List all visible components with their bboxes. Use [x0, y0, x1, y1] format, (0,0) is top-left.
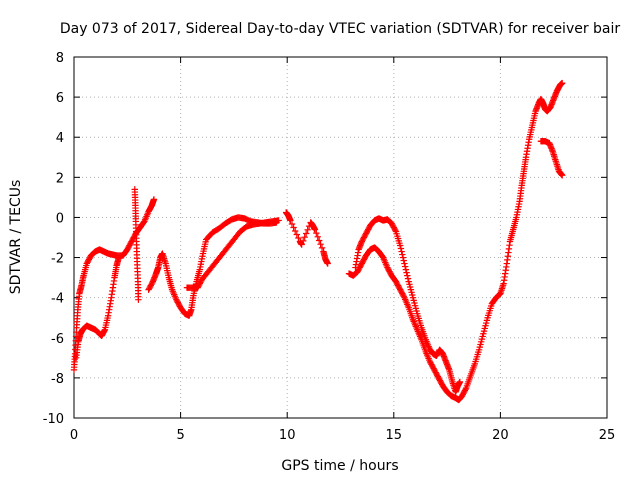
data-point: [400, 293, 407, 300]
x-tick-label: 25: [599, 428, 616, 443]
data-point: [293, 231, 300, 238]
data-point: [317, 240, 324, 248]
y-tick-label: 4: [56, 131, 64, 146]
data-point: [404, 275, 412, 282]
data-point: [301, 233, 308, 241]
y-tick-label: -6: [51, 332, 64, 347]
data-point: [314, 233, 321, 241]
data-point: [401, 260, 408, 267]
data-point: [135, 296, 142, 303]
x-tick-label: 5: [176, 428, 184, 443]
data-point: [559, 172, 566, 179]
data-point: [400, 257, 407, 264]
data-point: [559, 79, 566, 87]
data-point: [392, 226, 399, 234]
y-tick-label: -10: [43, 412, 64, 427]
data-point: [298, 241, 305, 248]
data-point: [302, 230, 310, 237]
data-point: [398, 248, 405, 255]
axis-ticks: 0 5 10 15 20 25 -10 -8 -6 -4 -2 0 2 4 6 8: [43, 51, 616, 443]
data-point: [295, 234, 302, 242]
data-point: [399, 254, 407, 261]
data-point: [318, 244, 326, 252]
data-point: [288, 220, 296, 228]
data-point: [150, 196, 158, 203]
y-axis-label: SDTVAR / TECUs: [8, 180, 24, 295]
y-tick-label: 8: [56, 51, 64, 66]
data-point: [311, 226, 319, 233]
data-point: [399, 251, 406, 258]
data-points: [70, 79, 566, 404]
x-tick-label: 0: [70, 428, 78, 443]
x-tick-label: 15: [386, 428, 403, 443]
data-point: [304, 226, 311, 234]
data-point: [313, 229, 320, 237]
y-tick-label: 2: [56, 171, 64, 186]
data-point: [315, 237, 323, 244]
data-point: [462, 386, 469, 393]
data-point: [275, 217, 282, 224]
data-point: [403, 269, 410, 276]
data-point: [404, 272, 411, 279]
data-point: [401, 263, 409, 270]
data-point: [456, 378, 464, 386]
y-tick-label: -4: [51, 292, 64, 307]
data-point: [402, 266, 410, 273]
plot-frame: [73, 56, 608, 419]
x-tick-label: 10: [279, 428, 296, 443]
y-tick-label: -2: [51, 252, 64, 267]
data-point: [291, 227, 299, 235]
data-point: [396, 242, 404, 249]
data-point: [115, 254, 122, 261]
data-point: [397, 245, 405, 252]
y-tick-label: -8: [51, 372, 64, 387]
x-axis-label: GPS time / hours: [281, 458, 398, 474]
data-point: [290, 224, 297, 231]
x-tick-label: 20: [492, 428, 509, 443]
data-point: [287, 217, 294, 224]
y-tick-label: 0: [56, 211, 64, 226]
data-point: [324, 260, 331, 267]
data-point: [299, 237, 307, 245]
grid: [74, 57, 607, 418]
y-tick-label: 6: [56, 91, 64, 106]
chart-title: Day 073 of 2017, Sidereal Day-to-day VTE…: [60, 21, 621, 37]
